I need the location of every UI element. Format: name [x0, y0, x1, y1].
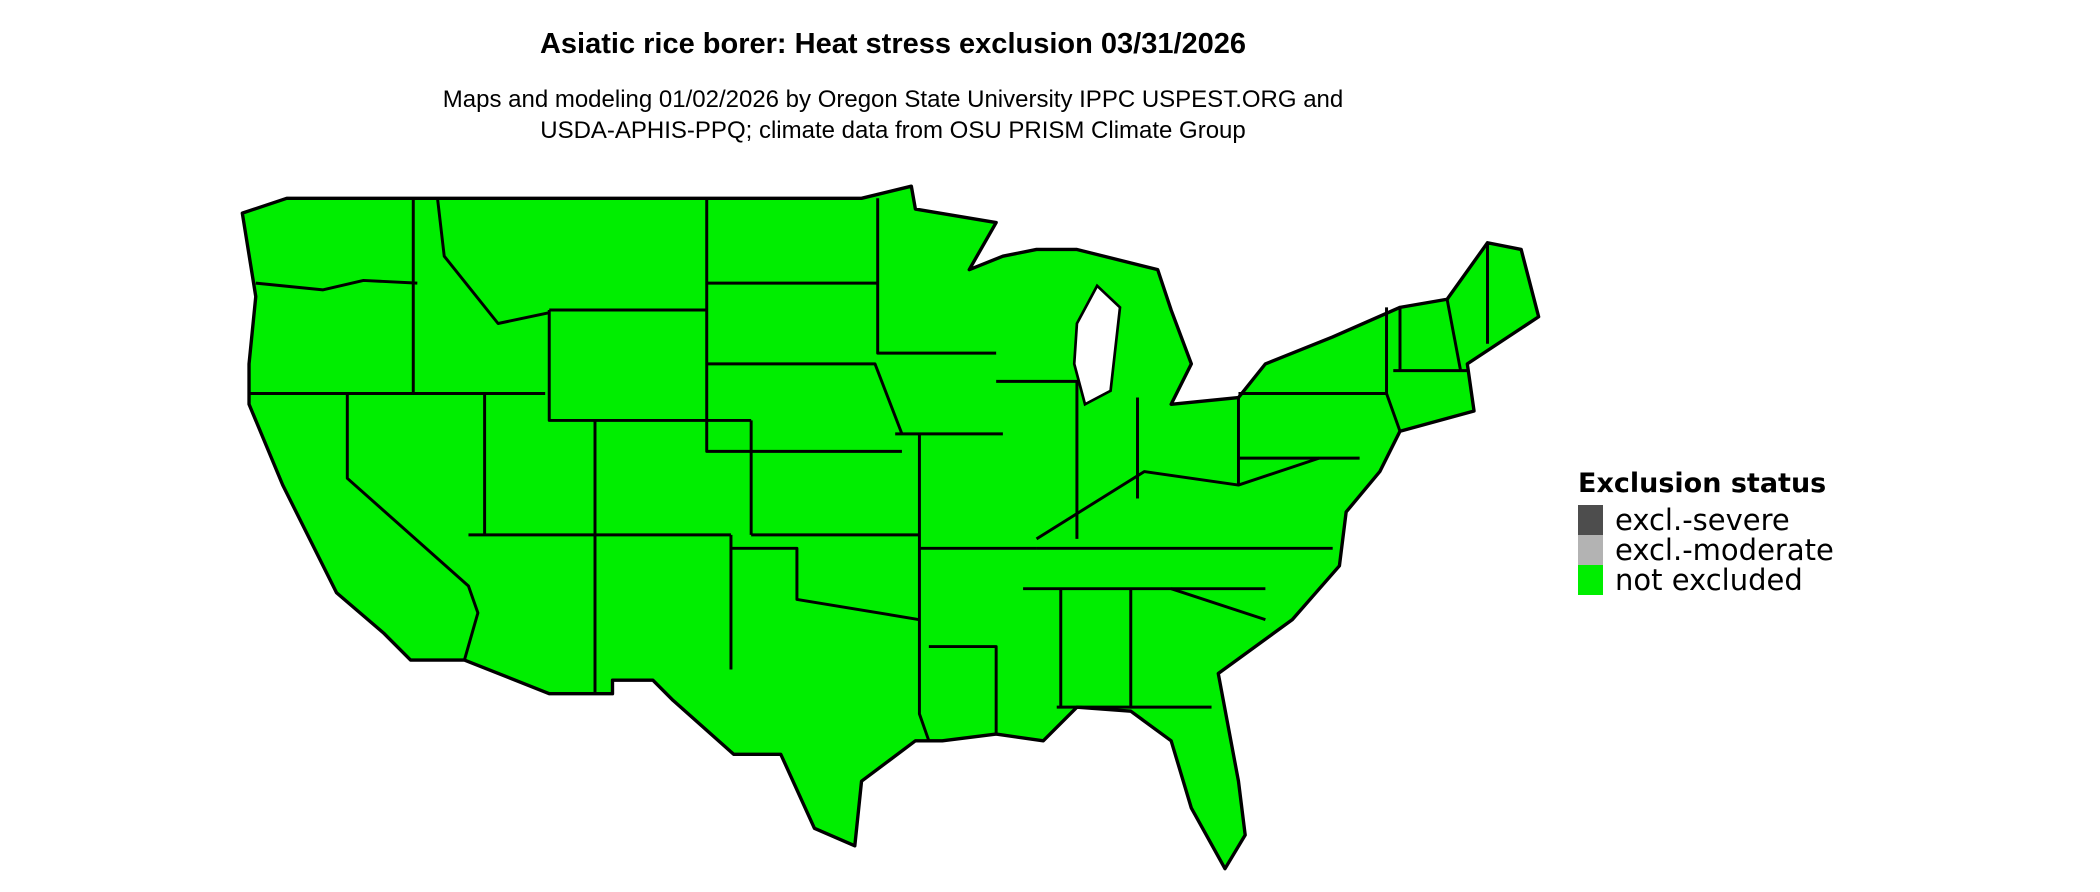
legend-label: not excluded [1615, 563, 1803, 597]
subtitle-line-1: Maps and modeling 01/02/2026 by Oregon S… [442, 86, 1344, 113]
legend-label: excl.-moderate [1615, 533, 1834, 567]
legend-item-not-excluded: not excluded [1578, 563, 1834, 597]
legend-swatch [1578, 565, 1603, 595]
legend-item-severe: excl.-severe [1578, 503, 1834, 537]
us-outline [240, 184, 1541, 871]
legend: Exclusion status excl.-severe excl.-mode… [1578, 468, 1834, 597]
legend-label: excl.-severe [1615, 503, 1790, 537]
subtitle-line-2: USDA-APHIS-PPQ; climate data from OSU PR… [540, 117, 1246, 144]
legend-title: Exclusion status [1578, 468, 1827, 499]
map-title: Asiatic rice borer: Heat stress exclusio… [539, 28, 1247, 60]
lake-michigan [1072, 283, 1122, 407]
legend-item-moderate: excl.-moderate [1578, 533, 1834, 567]
legend-swatch [1578, 505, 1603, 535]
legend-swatch [1578, 535, 1603, 565]
state-borders [249, 198, 1489, 742]
map-subtitle: Maps and modeling 01/02/2026 by Oregon S… [0, 84, 1786, 146]
